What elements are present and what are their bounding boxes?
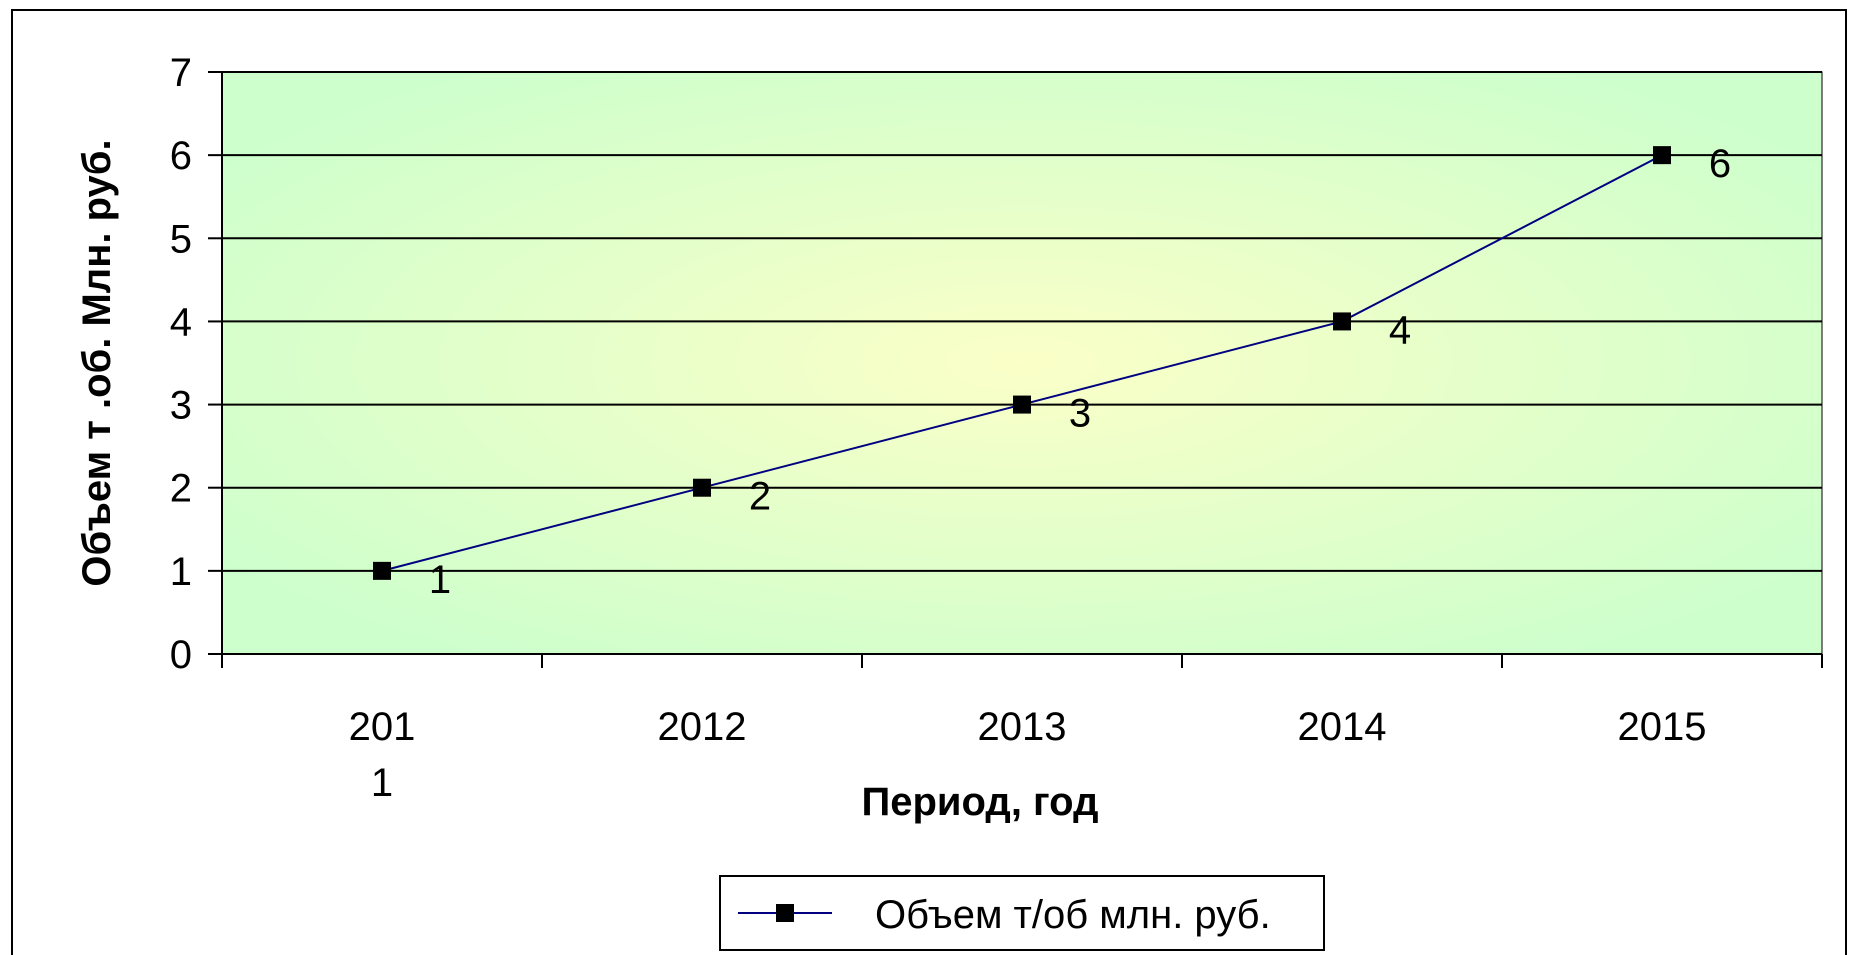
x-tick-label: 2013 — [978, 705, 1067, 749]
data-point-marker — [373, 561, 391, 580]
x-tick-label: 2015 — [1618, 705, 1707, 749]
y-tick-label: 2 — [170, 467, 192, 511]
y-axis: 0 1 2 3 4 5 6 7 — [170, 51, 223, 677]
legend-label: Объем т/об млн. руб. — [875, 893, 1271, 937]
y-tick-label: 4 — [170, 300, 192, 344]
gridlines — [222, 71, 1822, 572]
y-tick-label: 1 — [170, 550, 192, 594]
data-label: 6 — [1709, 142, 1731, 186]
x-tick-label: 201 — [349, 705, 416, 749]
y-tick-label: 3 — [170, 384, 192, 428]
data-label: 1 — [429, 558, 451, 602]
x-axis-title: Период, год — [862, 780, 1099, 824]
y-axis-title: Объем т .об. Млн. руб. — [75, 139, 119, 586]
data-label: 3 — [1069, 392, 1091, 436]
data-label: 4 — [1389, 308, 1411, 352]
data-labels: 1 2 3 4 6 — [429, 142, 1731, 602]
y-tick-label: 6 — [170, 134, 192, 178]
series-layer — [373, 146, 1671, 580]
legend: Объем т/об млн. руб. — [719, 875, 1325, 951]
y-tick-label: 0 — [170, 633, 192, 677]
y-tick-label: 7 — [170, 51, 192, 95]
data-point-marker — [1333, 312, 1351, 331]
x-tick-label: 2012 — [658, 705, 747, 749]
data-label: 2 — [749, 475, 771, 519]
x-tick-label: 1 — [371, 761, 393, 805]
data-point-marker — [1653, 146, 1671, 165]
y-tick-label: 5 — [170, 217, 192, 261]
legend-marker — [776, 904, 794, 922]
data-point-marker — [693, 478, 711, 497]
data-point-marker — [1013, 395, 1031, 414]
x-tick-label: 2014 — [1298, 705, 1387, 749]
plot-area — [221, 71, 1823, 655]
